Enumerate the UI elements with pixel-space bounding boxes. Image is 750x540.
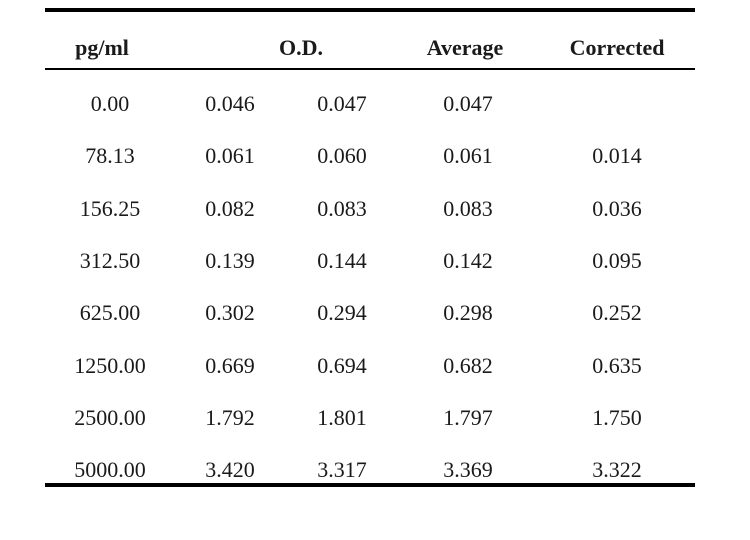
cell-corrected: 0.252 (592, 300, 642, 326)
cell-od-2: 0.047 (317, 91, 367, 116)
cell-corrected: 0.014 (592, 143, 642, 169)
table-row: 78.13 0.061 0.060 0.061 0.014 (45, 141, 695, 171)
cell-concentration: 1250.00 (74, 352, 146, 378)
cell-concentration: 78.13 (85, 143, 135, 169)
cell-od-1: 0.082 (205, 195, 255, 221)
header-od: O.D. (279, 35, 323, 60)
table-row: 0.00 0.046 0.047 0.047 (45, 89, 695, 119)
cell-od-2: 0.083 (317, 195, 367, 221)
table-row: 156.25 0.082 0.083 0.083 0.036 (45, 194, 695, 224)
cell-average: 0.142 (443, 247, 493, 273)
cell-average: 1.797 (443, 404, 493, 430)
table-bottom-rule (45, 483, 695, 487)
header-concentration: pg/ml (75, 35, 129, 60)
standard-curve-table: pg/ml O.D. Average Corrected 0.00 0.046 0.… (45, 8, 695, 487)
cell-average: 0.298 (443, 300, 493, 326)
cell-od-2: 0.144 (317, 247, 367, 273)
cell-od-1: 3.420 (205, 457, 255, 483)
cell-od-2: 0.294 (317, 300, 367, 326)
cell-concentration: 0.00 (90, 91, 130, 116)
cell-concentration: 5000.00 (74, 457, 146, 483)
table-row: 312.50 0.139 0.144 0.142 0.095 (45, 246, 695, 276)
cell-od-1: 0.302 (205, 300, 255, 326)
cell-concentration: 625.00 (79, 300, 141, 326)
table-header: pg/ml O.D. Average Corrected (45, 12, 695, 68)
cell-corrected: 3.322 (592, 457, 642, 483)
table-header-rule (45, 68, 695, 70)
cell-concentration: 312.50 (79, 247, 141, 273)
table-row: 5000.00 3.420 3.317 3.369 3.322 (45, 455, 695, 485)
cell-average: 0.061 (443, 143, 493, 169)
cell-od-2: 3.317 (317, 457, 367, 483)
cell-corrected: 0.095 (592, 247, 642, 273)
cell-od-1: 0.669 (205, 352, 255, 378)
header-average: Average (426, 35, 504, 60)
cell-od-1: 0.139 (205, 247, 255, 273)
cell-concentration: 2500.00 (74, 404, 146, 430)
cell-od-1: 1.792 (205, 404, 255, 430)
cell-average: 3.369 (443, 457, 493, 483)
table-row: 625.00 0.302 0.294 0.298 0.252 (45, 298, 695, 328)
cell-od-2: 0.060 (317, 143, 367, 169)
cell-od-2: 1.801 (317, 404, 367, 430)
cell-corrected: 1.750 (592, 404, 642, 430)
cell-corrected: 0.635 (592, 352, 642, 378)
cell-od-1: 0.061 (205, 143, 255, 169)
cell-concentration: 156.25 (79, 195, 141, 221)
header-corrected: Corrected (569, 35, 665, 60)
cell-od-1: 0.046 (205, 91, 255, 116)
table-row: 2500.00 1.792 1.801 1.797 1.750 (45, 403, 695, 433)
cell-average: 0.083 (443, 195, 493, 221)
table-top-rule (45, 8, 695, 12)
table-body: 0.00 0.046 0.047 0.047 78.13 0.061 0.060 0.061 0… (45, 70, 695, 483)
cell-od-2: 0.694 (317, 352, 367, 378)
cell-average: 0.047 (443, 91, 493, 116)
cell-corrected: 0.036 (592, 195, 642, 221)
cell-average: 0.682 (443, 352, 493, 378)
table-row: 1250.00 0.669 0.694 0.682 0.635 (45, 351, 695, 381)
